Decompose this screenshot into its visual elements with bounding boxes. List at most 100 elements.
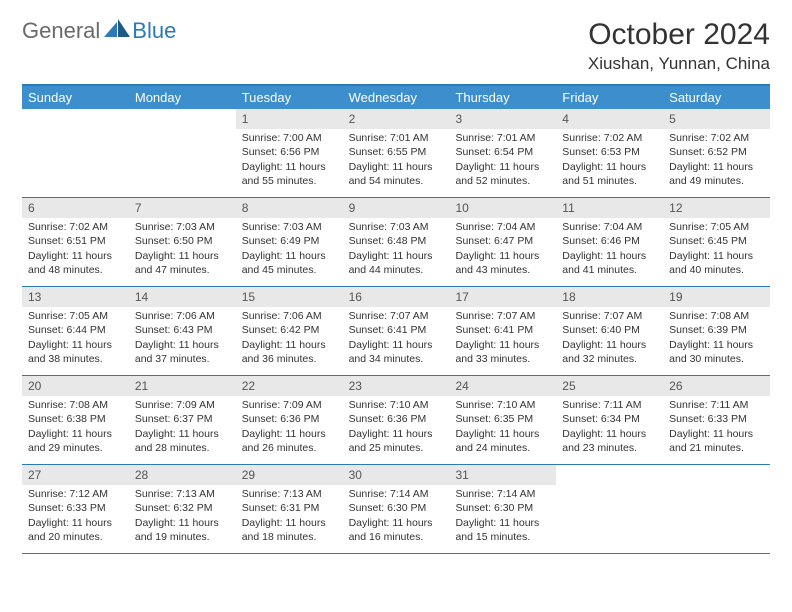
cell-day-number: 29 <box>236 465 343 485</box>
day-name: Saturday <box>663 86 770 109</box>
sunset-text: Sunset: 6:43 PM <box>135 323 230 337</box>
daylight-text: Daylight: 11 hours and 36 minutes. <box>242 338 337 366</box>
daylight-text: Daylight: 11 hours and 24 minutes. <box>455 427 550 455</box>
daylight-text: Daylight: 11 hours and 38 minutes. <box>28 338 123 366</box>
sunset-text: Sunset: 6:39 PM <box>669 323 764 337</box>
sunset-text: Sunset: 6:41 PM <box>349 323 444 337</box>
calendar-cell: 25Sunrise: 7:11 AMSunset: 6:34 PMDayligh… <box>556 376 663 464</box>
daylight-text: Daylight: 11 hours and 40 minutes. <box>669 249 764 277</box>
daylight-text: Daylight: 11 hours and 54 minutes. <box>349 160 444 188</box>
cell-body: Sunrise: 7:02 AMSunset: 6:51 PMDaylight:… <box>22 218 129 281</box>
sunset-text: Sunset: 6:55 PM <box>349 145 444 159</box>
daylight-text: Daylight: 11 hours and 28 minutes. <box>135 427 230 455</box>
cell-body: Sunrise: 7:14 AMSunset: 6:30 PMDaylight:… <box>343 485 450 548</box>
sunrise-text: Sunrise: 7:01 AM <box>349 131 444 145</box>
calendar-cell: 15Sunrise: 7:06 AMSunset: 6:42 PMDayligh… <box>236 287 343 375</box>
day-name: Friday <box>556 86 663 109</box>
daylight-text: Daylight: 11 hours and 55 minutes. <box>242 160 337 188</box>
cell-body: Sunrise: 7:01 AMSunset: 6:55 PMDaylight:… <box>343 129 450 192</box>
calendar-cell: 9Sunrise: 7:03 AMSunset: 6:48 PMDaylight… <box>343 198 450 286</box>
sunrise-text: Sunrise: 7:07 AM <box>455 309 550 323</box>
cell-day-number: 4 <box>556 109 663 129</box>
sunrise-text: Sunrise: 7:06 AM <box>135 309 230 323</box>
cell-body: Sunrise: 7:10 AMSunset: 6:36 PMDaylight:… <box>343 396 450 459</box>
sunrise-text: Sunrise: 7:08 AM <box>28 398 123 412</box>
day-name: Wednesday <box>343 86 450 109</box>
day-name: Monday <box>129 86 236 109</box>
calendar-cell: 23Sunrise: 7:10 AMSunset: 6:36 PMDayligh… <box>343 376 450 464</box>
sunset-text: Sunset: 6:31 PM <box>242 501 337 515</box>
sunset-text: Sunset: 6:51 PM <box>28 234 123 248</box>
daylight-text: Daylight: 11 hours and 47 minutes. <box>135 249 230 277</box>
calendar-cell: 8Sunrise: 7:03 AMSunset: 6:49 PMDaylight… <box>236 198 343 286</box>
calendar-week: 20Sunrise: 7:08 AMSunset: 6:38 PMDayligh… <box>22 376 770 465</box>
calendar-cell: 17Sunrise: 7:07 AMSunset: 6:41 PMDayligh… <box>449 287 556 375</box>
calendar-cell: 1Sunrise: 7:00 AMSunset: 6:56 PMDaylight… <box>236 109 343 197</box>
cell-day-number: 24 <box>449 376 556 396</box>
cell-body: Sunrise: 7:03 AMSunset: 6:49 PMDaylight:… <box>236 218 343 281</box>
daylight-text: Daylight: 11 hours and 45 minutes. <box>242 249 337 277</box>
daylight-text: Daylight: 11 hours and 19 minutes. <box>135 516 230 544</box>
calendar-cell: 2Sunrise: 7:01 AMSunset: 6:55 PMDaylight… <box>343 109 450 197</box>
cell-day-number: 26 <box>663 376 770 396</box>
sunset-text: Sunset: 6:48 PM <box>349 234 444 248</box>
daylight-text: Daylight: 11 hours and 34 minutes. <box>349 338 444 366</box>
cell-body: Sunrise: 7:09 AMSunset: 6:36 PMDaylight:… <box>236 396 343 459</box>
cell-body: Sunrise: 7:09 AMSunset: 6:37 PMDaylight:… <box>129 396 236 459</box>
cell-body: Sunrise: 7:03 AMSunset: 6:48 PMDaylight:… <box>343 218 450 281</box>
sunrise-text: Sunrise: 7:07 AM <box>349 309 444 323</box>
cell-body: Sunrise: 7:06 AMSunset: 6:42 PMDaylight:… <box>236 307 343 370</box>
sunrise-text: Sunrise: 7:03 AM <box>242 220 337 234</box>
cell-body: Sunrise: 7:11 AMSunset: 6:33 PMDaylight:… <box>663 396 770 459</box>
cell-day-number: 2 <box>343 109 450 129</box>
sunset-text: Sunset: 6:41 PM <box>455 323 550 337</box>
calendar-cell: 13Sunrise: 7:05 AMSunset: 6:44 PMDayligh… <box>22 287 129 375</box>
sunset-text: Sunset: 6:42 PM <box>242 323 337 337</box>
sunrise-text: Sunrise: 7:03 AM <box>349 220 444 234</box>
cell-day-number: 7 <box>129 198 236 218</box>
calendar-week: 1Sunrise: 7:00 AMSunset: 6:56 PMDaylight… <box>22 109 770 198</box>
cell-day-number: 17 <box>449 287 556 307</box>
cell-day-number: 9 <box>343 198 450 218</box>
sunrise-text: Sunrise: 7:13 AM <box>242 487 337 501</box>
sunset-text: Sunset: 6:53 PM <box>562 145 657 159</box>
sunrise-text: Sunrise: 7:05 AM <box>669 220 764 234</box>
cell-body: Sunrise: 7:06 AMSunset: 6:43 PMDaylight:… <box>129 307 236 370</box>
sunset-text: Sunset: 6:35 PM <box>455 412 550 426</box>
sunset-text: Sunset: 6:30 PM <box>349 501 444 515</box>
calendar: Sunday Monday Tuesday Wednesday Thursday… <box>22 84 770 554</box>
cell-day-number: 21 <box>129 376 236 396</box>
calendar-cell: 12Sunrise: 7:05 AMSunset: 6:45 PMDayligh… <box>663 198 770 286</box>
daylight-text: Daylight: 11 hours and 21 minutes. <box>669 427 764 455</box>
logo-sail-icon <box>104 19 130 44</box>
cell-day-number: 13 <box>22 287 129 307</box>
cell-body: Sunrise: 7:07 AMSunset: 6:40 PMDaylight:… <box>556 307 663 370</box>
cell-body: Sunrise: 7:00 AMSunset: 6:56 PMDaylight:… <box>236 129 343 192</box>
daylight-text: Daylight: 11 hours and 41 minutes. <box>562 249 657 277</box>
daylight-text: Daylight: 11 hours and 30 minutes. <box>669 338 764 366</box>
cell-day-number: 23 <box>343 376 450 396</box>
cell-day-number: 20 <box>22 376 129 396</box>
cell-day-number: 6 <box>22 198 129 218</box>
sunrise-text: Sunrise: 7:14 AM <box>349 487 444 501</box>
sunset-text: Sunset: 6:52 PM <box>669 145 764 159</box>
sunset-text: Sunset: 6:36 PM <box>242 412 337 426</box>
cell-day-number: 22 <box>236 376 343 396</box>
cell-day-number: 5 <box>663 109 770 129</box>
calendar-cell: 4Sunrise: 7:02 AMSunset: 6:53 PMDaylight… <box>556 109 663 197</box>
sunset-text: Sunset: 6:37 PM <box>135 412 230 426</box>
daylight-text: Daylight: 11 hours and 29 minutes. <box>28 427 123 455</box>
daylight-text: Daylight: 11 hours and 18 minutes. <box>242 516 337 544</box>
cell-body: Sunrise: 7:07 AMSunset: 6:41 PMDaylight:… <box>343 307 450 370</box>
sunset-text: Sunset: 6:45 PM <box>669 234 764 248</box>
cell-day-number: 27 <box>22 465 129 485</box>
cell-day-number: 15 <box>236 287 343 307</box>
daylight-text: Daylight: 11 hours and 16 minutes. <box>349 516 444 544</box>
calendar-cell: 28Sunrise: 7:13 AMSunset: 6:32 PMDayligh… <box>129 465 236 553</box>
cell-body: Sunrise: 7:13 AMSunset: 6:31 PMDaylight:… <box>236 485 343 548</box>
calendar-cell: 18Sunrise: 7:07 AMSunset: 6:40 PMDayligh… <box>556 287 663 375</box>
cell-body: Sunrise: 7:05 AMSunset: 6:44 PMDaylight:… <box>22 307 129 370</box>
sunset-text: Sunset: 6:56 PM <box>242 145 337 159</box>
sunrise-text: Sunrise: 7:12 AM <box>28 487 123 501</box>
calendar-cell <box>556 465 663 553</box>
